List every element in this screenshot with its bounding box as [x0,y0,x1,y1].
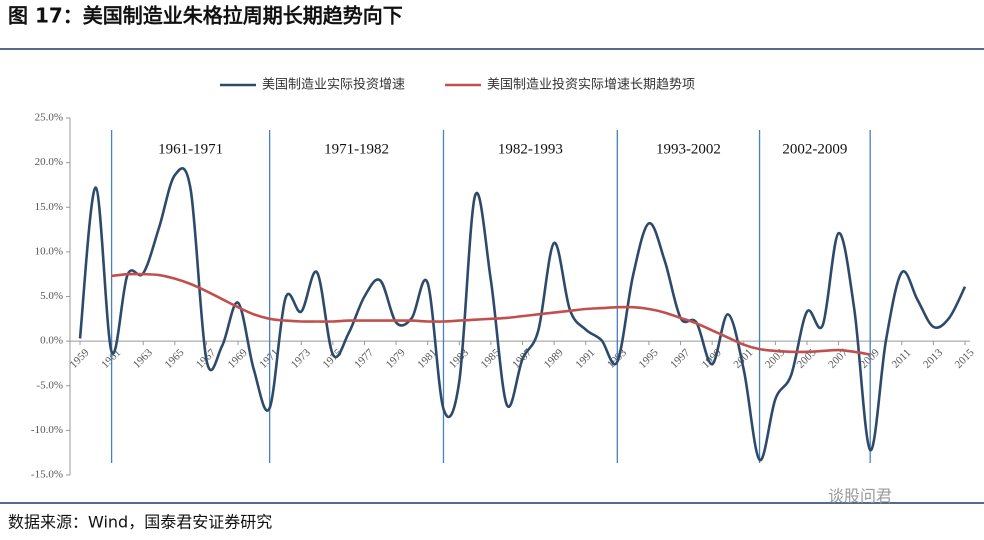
watermark: 谈股问君 [828,487,892,506]
x-tick-label: 1997 [668,346,692,370]
x-tick-label: 1969 [226,346,250,370]
x-tick-label: 1999 [700,346,724,370]
y-tick-label: -5.0% [36,379,63,391]
y-tick-label: -10.0% [31,424,63,436]
x-tick-label: 2015 [953,346,977,370]
x-tick-label: 1977 [352,346,376,370]
period-label: 1982-1993 [498,141,563,157]
y-tick-label: 10.0% [35,245,63,257]
period-label: 2002-2009 [782,141,847,157]
x-tick-label: 1995 [637,346,661,370]
x-tick-label: 1979 [384,346,408,370]
period-label: 1971-1982 [324,141,389,157]
y-tick-label: 15.0% [35,201,63,213]
series-line [78,167,967,462]
legend-label: 美国制造业实际投资增速 [262,77,405,93]
x-tick-label: 1965 [162,346,186,370]
x-tick-label: 1983 [447,346,471,370]
period-label: 1961-1971 [158,141,223,157]
x-tick-label: 1959 [68,346,92,370]
y-tick-label: -15.0% [31,469,63,481]
y-tick-label: 5.0% [40,290,63,302]
page-title: 图 17：美国制造业朱格拉周期长期趋势向下 [8,4,403,28]
x-tick-label: 1963 [131,346,155,370]
chart: -15.0% -10.0% -5.0% 0.0% 5.0% 10.0% 15.0% 20.0%… [31,77,977,481]
series-line [111,272,871,356]
legend-label: 美国制造业投资实际增速长期趋势项 [487,77,695,93]
x-tick-label: 1989 [542,346,566,370]
y-tick-label: 20.0% [35,156,63,168]
x-tick-label: 2011 [890,347,914,371]
source-note: 数据来源：Wind，国泰君安证券研究 [8,513,272,532]
y-tick-label: 0.0% [40,335,63,347]
period-label: 1993-2002 [656,141,721,157]
x-tick-label: 2013 [921,346,945,370]
y-tick-label: 25.0% [35,112,63,124]
x-tick-label: 1973 [289,346,313,370]
x-tick-label: 1991 [573,347,597,371]
